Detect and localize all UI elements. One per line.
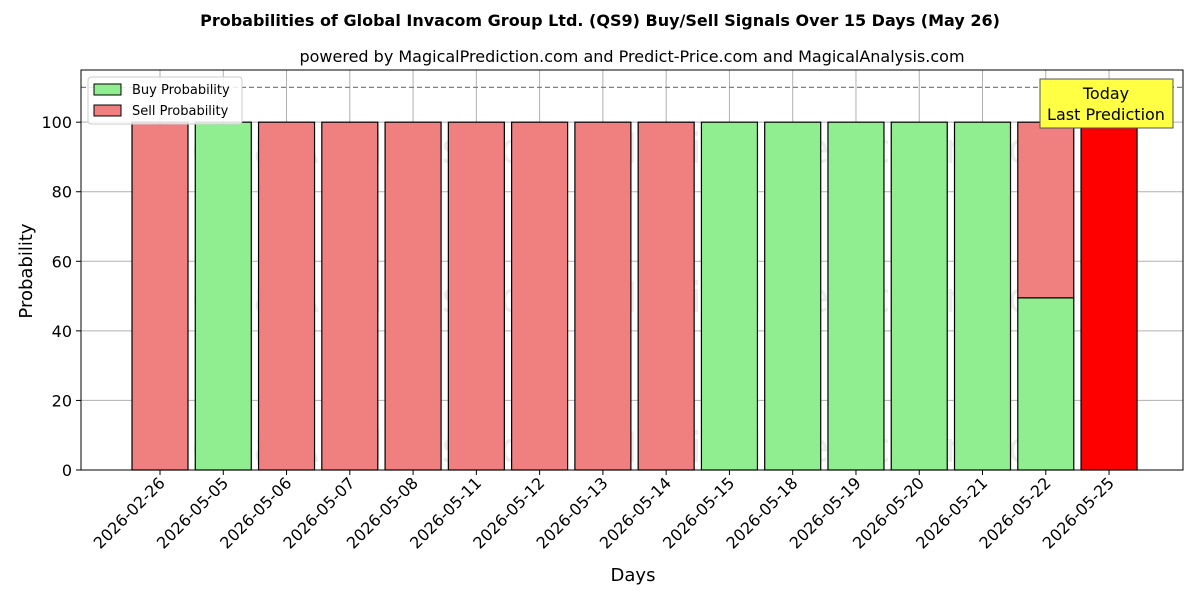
buy-bar <box>194 121 252 471</box>
sell-bar <box>1080 121 1138 471</box>
sell-bar <box>511 121 569 471</box>
legend-swatch <box>93 104 122 117</box>
y-tick-label: 40 <box>52 322 72 341</box>
annotation-box <box>1039 78 1174 129</box>
y-tick-label: 80 <box>52 183 72 202</box>
plot-frame <box>80 69 1184 471</box>
y-tick-label: 60 <box>52 252 72 271</box>
sell-bar <box>1017 121 1075 299</box>
buy-bar <box>700 121 759 471</box>
legend: Buy Probability Sell Probability <box>87 76 243 125</box>
sell-bar <box>574 121 632 471</box>
sell-bar <box>637 121 695 471</box>
legend-label: Sell Probability <box>132 104 229 119</box>
x-axis-label: Days <box>611 565 656 586</box>
y-tick-label: 0 <box>62 461 72 480</box>
buy-bar <box>1017 297 1075 471</box>
chart-subtitle: powered by MagicalPrediction.com and Pre… <box>299 47 964 66</box>
today-annotation: Today Last Prediction <box>1039 78 1174 129</box>
buy-bar <box>764 121 822 471</box>
sell-bar <box>447 121 505 471</box>
legend-label: Buy Probability <box>132 83 230 98</box>
sell-bar <box>131 121 189 471</box>
buy-bar <box>953 121 1012 471</box>
legend-swatch <box>93 83 122 96</box>
sell-bar <box>257 121 316 471</box>
y-tick-label: 20 <box>52 391 72 410</box>
buy-bar <box>890 121 948 471</box>
annotation-text: Last Prediction <box>1047 105 1165 124</box>
annotation-text: Today <box>1082 84 1129 103</box>
legend-box <box>87 76 243 125</box>
sell-bar <box>384 121 442 471</box>
y-axis-label: Probability <box>16 223 37 318</box>
bar-layer <box>81 86 1183 471</box>
sell-bar <box>321 121 379 471</box>
chart-title: Probabilities of Global Invacom Group Lt… <box>200 11 1000 30</box>
buy-bar <box>827 121 885 471</box>
y-tick-label: 100 <box>41 113 72 132</box>
